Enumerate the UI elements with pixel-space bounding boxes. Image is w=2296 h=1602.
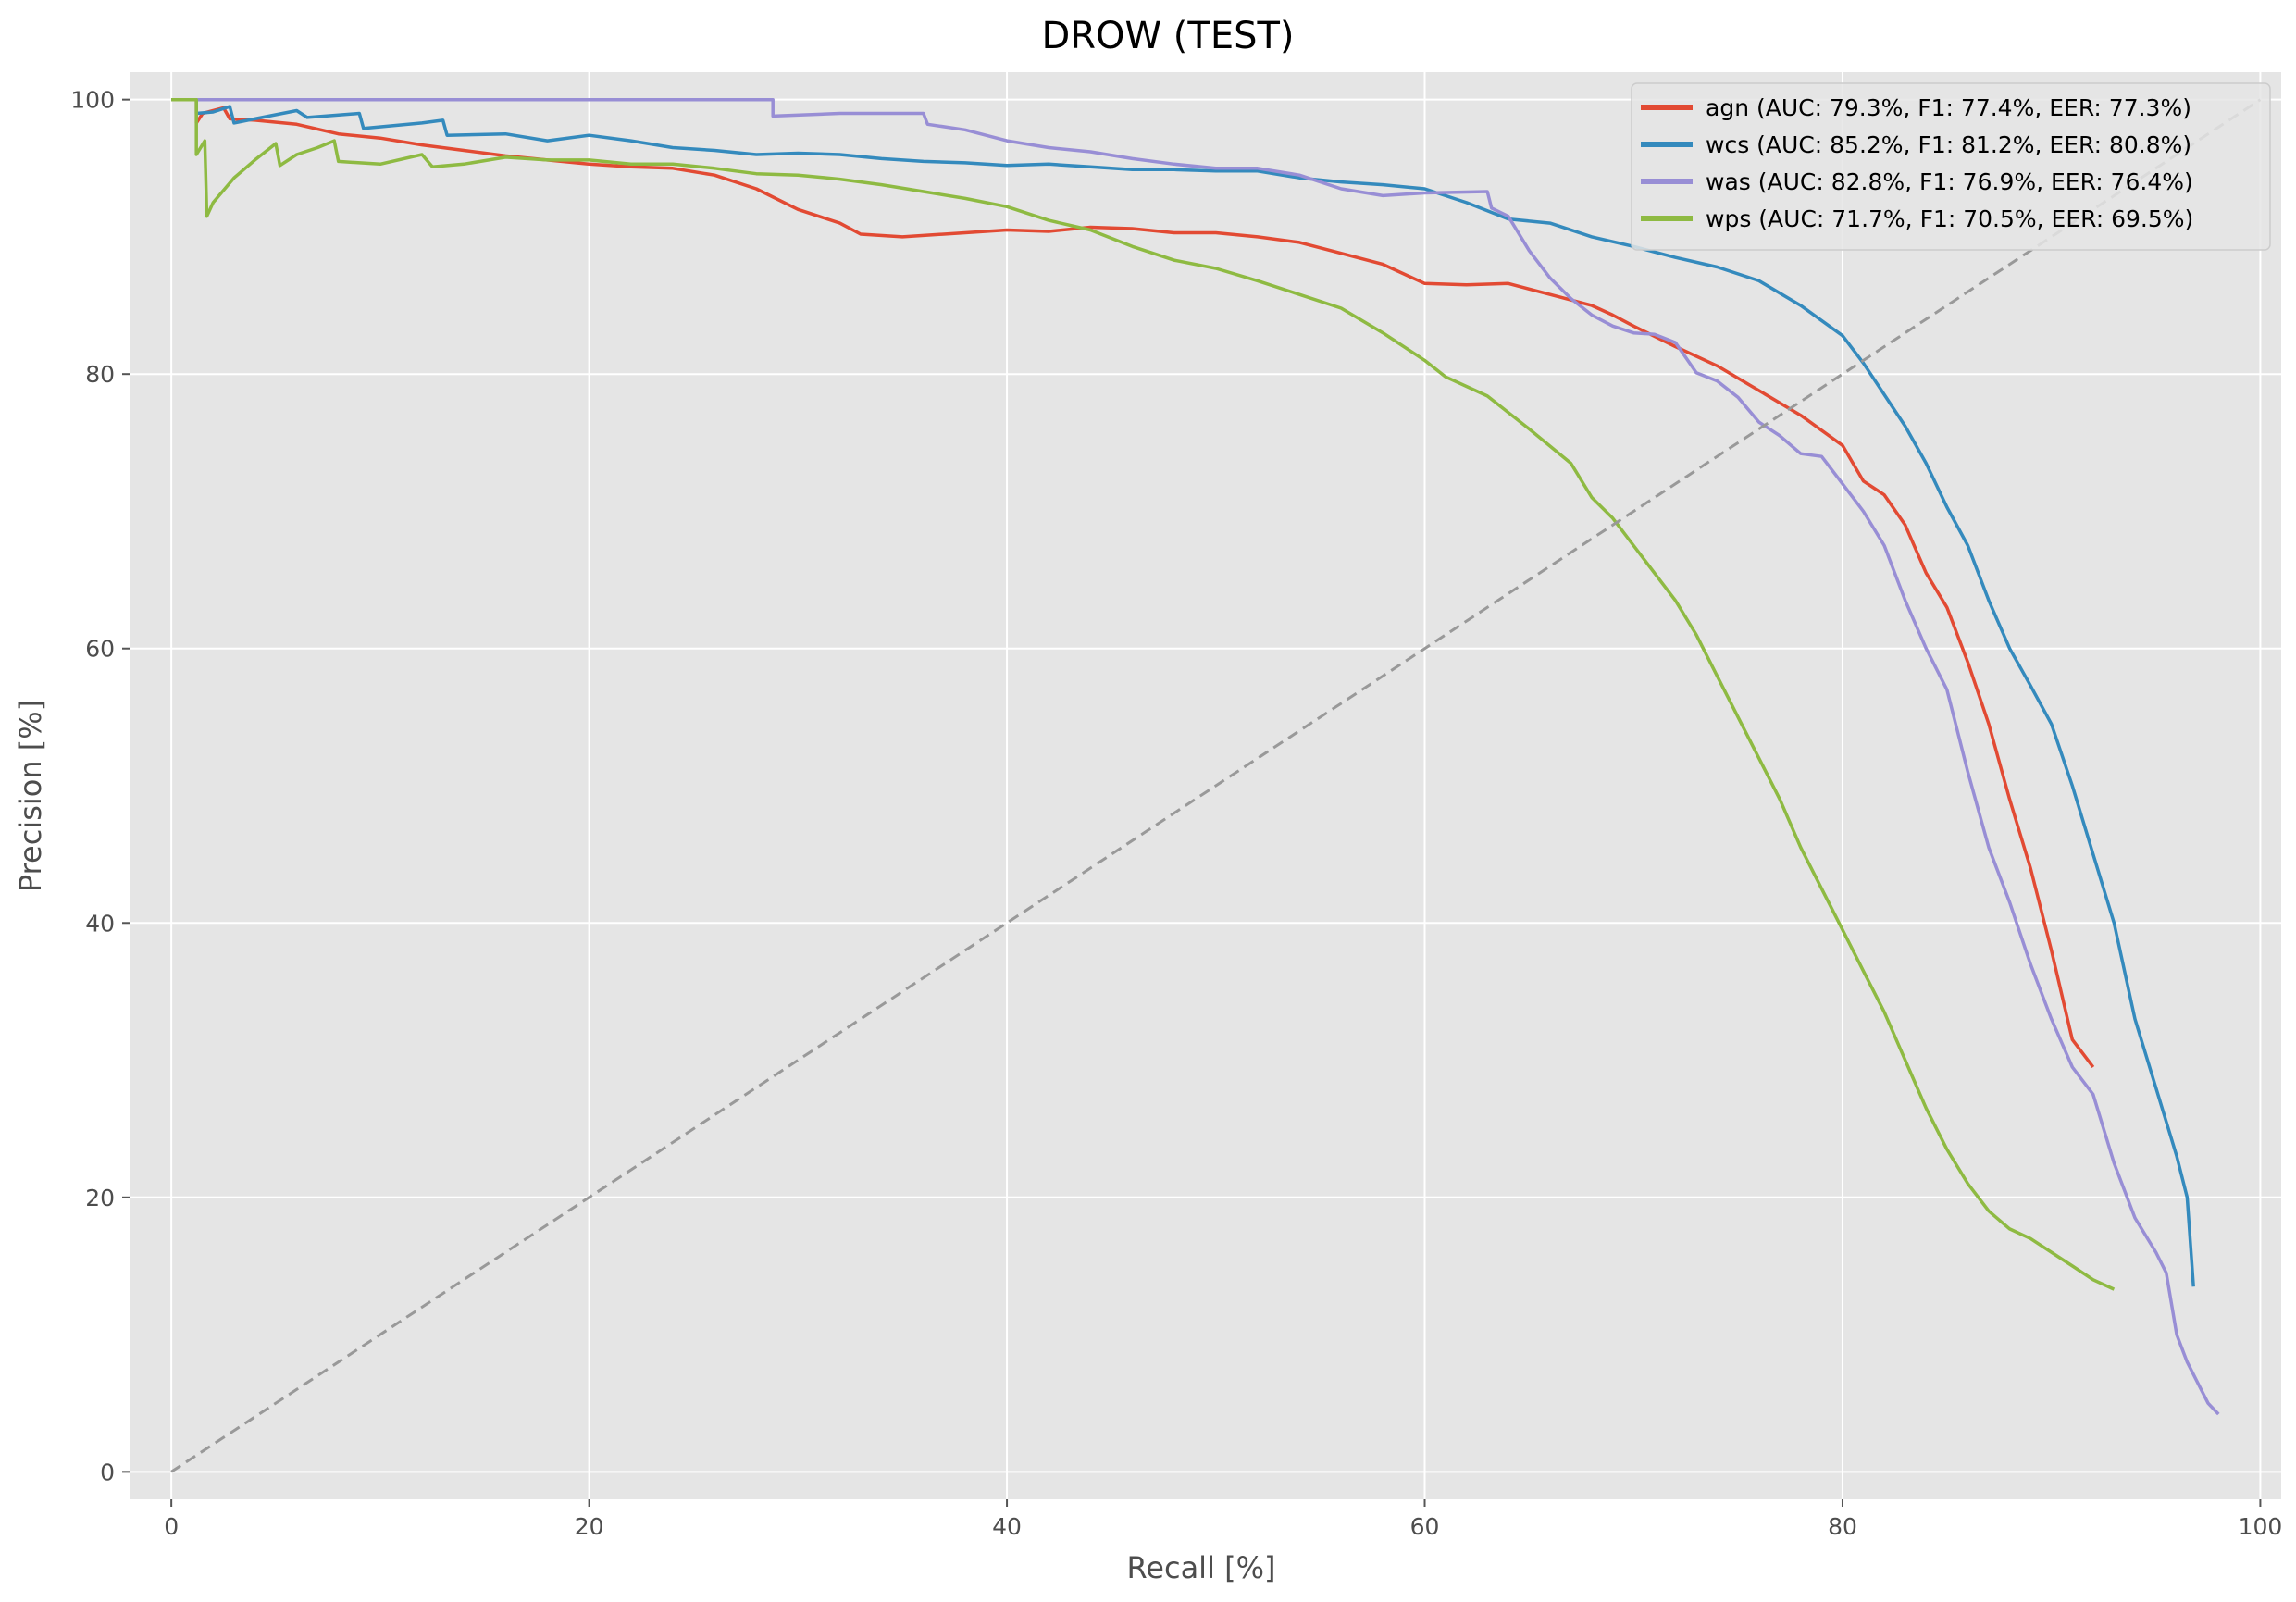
- x-tick-label: 0: [164, 1513, 179, 1540]
- grid-lines: [130, 72, 2281, 1499]
- series-line-was: [171, 97, 2220, 1416]
- y-tick-label: 0: [100, 1459, 115, 1485]
- x-tick-label: 80: [1828, 1513, 1857, 1540]
- y-axis-label: Precision [%]: [13, 700, 48, 892]
- legend-box: [1631, 82, 2271, 251]
- plot-area: [130, 72, 2281, 1499]
- series-line-wcs: [171, 97, 2195, 1287]
- x-tick-label: 20: [575, 1513, 604, 1540]
- legend-entry: wps (AUC: 71.7%, F1: 70.5%, EER: 69.5%): [1706, 205, 2193, 232]
- diagonal-reference-line: [170, 98, 2262, 1473]
- y-axis-ticks: 0 20 40 60 80 100: [70, 87, 130, 1485]
- y-tick-label: 20: [85, 1185, 115, 1211]
- series-lines: [170, 97, 2262, 1473]
- x-axis-label: Recall [%]: [1126, 1550, 1275, 1585]
- legend-entry: agn (AUC: 79.3%, F1: 77.4%, EER: 77.3%): [1706, 94, 2191, 121]
- legend-entry: wcs (AUC: 85.2%, F1: 81.2%, EER: 80.8%): [1706, 131, 2191, 158]
- x-tick-label: 100: [2239, 1513, 2283, 1540]
- y-tick-label: 40: [85, 910, 115, 937]
- series-line-agn: [171, 97, 2095, 1069]
- legend: agn (AUC: 79.3%, F1: 77.4%, EER: 77.3%) w…: [1631, 82, 2271, 251]
- series-line-wps: [171, 97, 2116, 1291]
- chart-title: DROW (TEST): [1041, 15, 1294, 57]
- x-tick-label: 60: [1410, 1513, 1440, 1540]
- legend-entry: was (AUC: 82.8%, F1: 76.9%, EER: 76.4%): [1706, 168, 2193, 195]
- y-tick-label: 100: [70, 87, 115, 114]
- x-tick-label: 40: [992, 1513, 1022, 1540]
- y-tick-label: 60: [85, 636, 115, 663]
- x-axis-ticks: 0 20 40 60 80 100: [164, 1499, 2282, 1540]
- y-tick-label: 80: [85, 361, 115, 388]
